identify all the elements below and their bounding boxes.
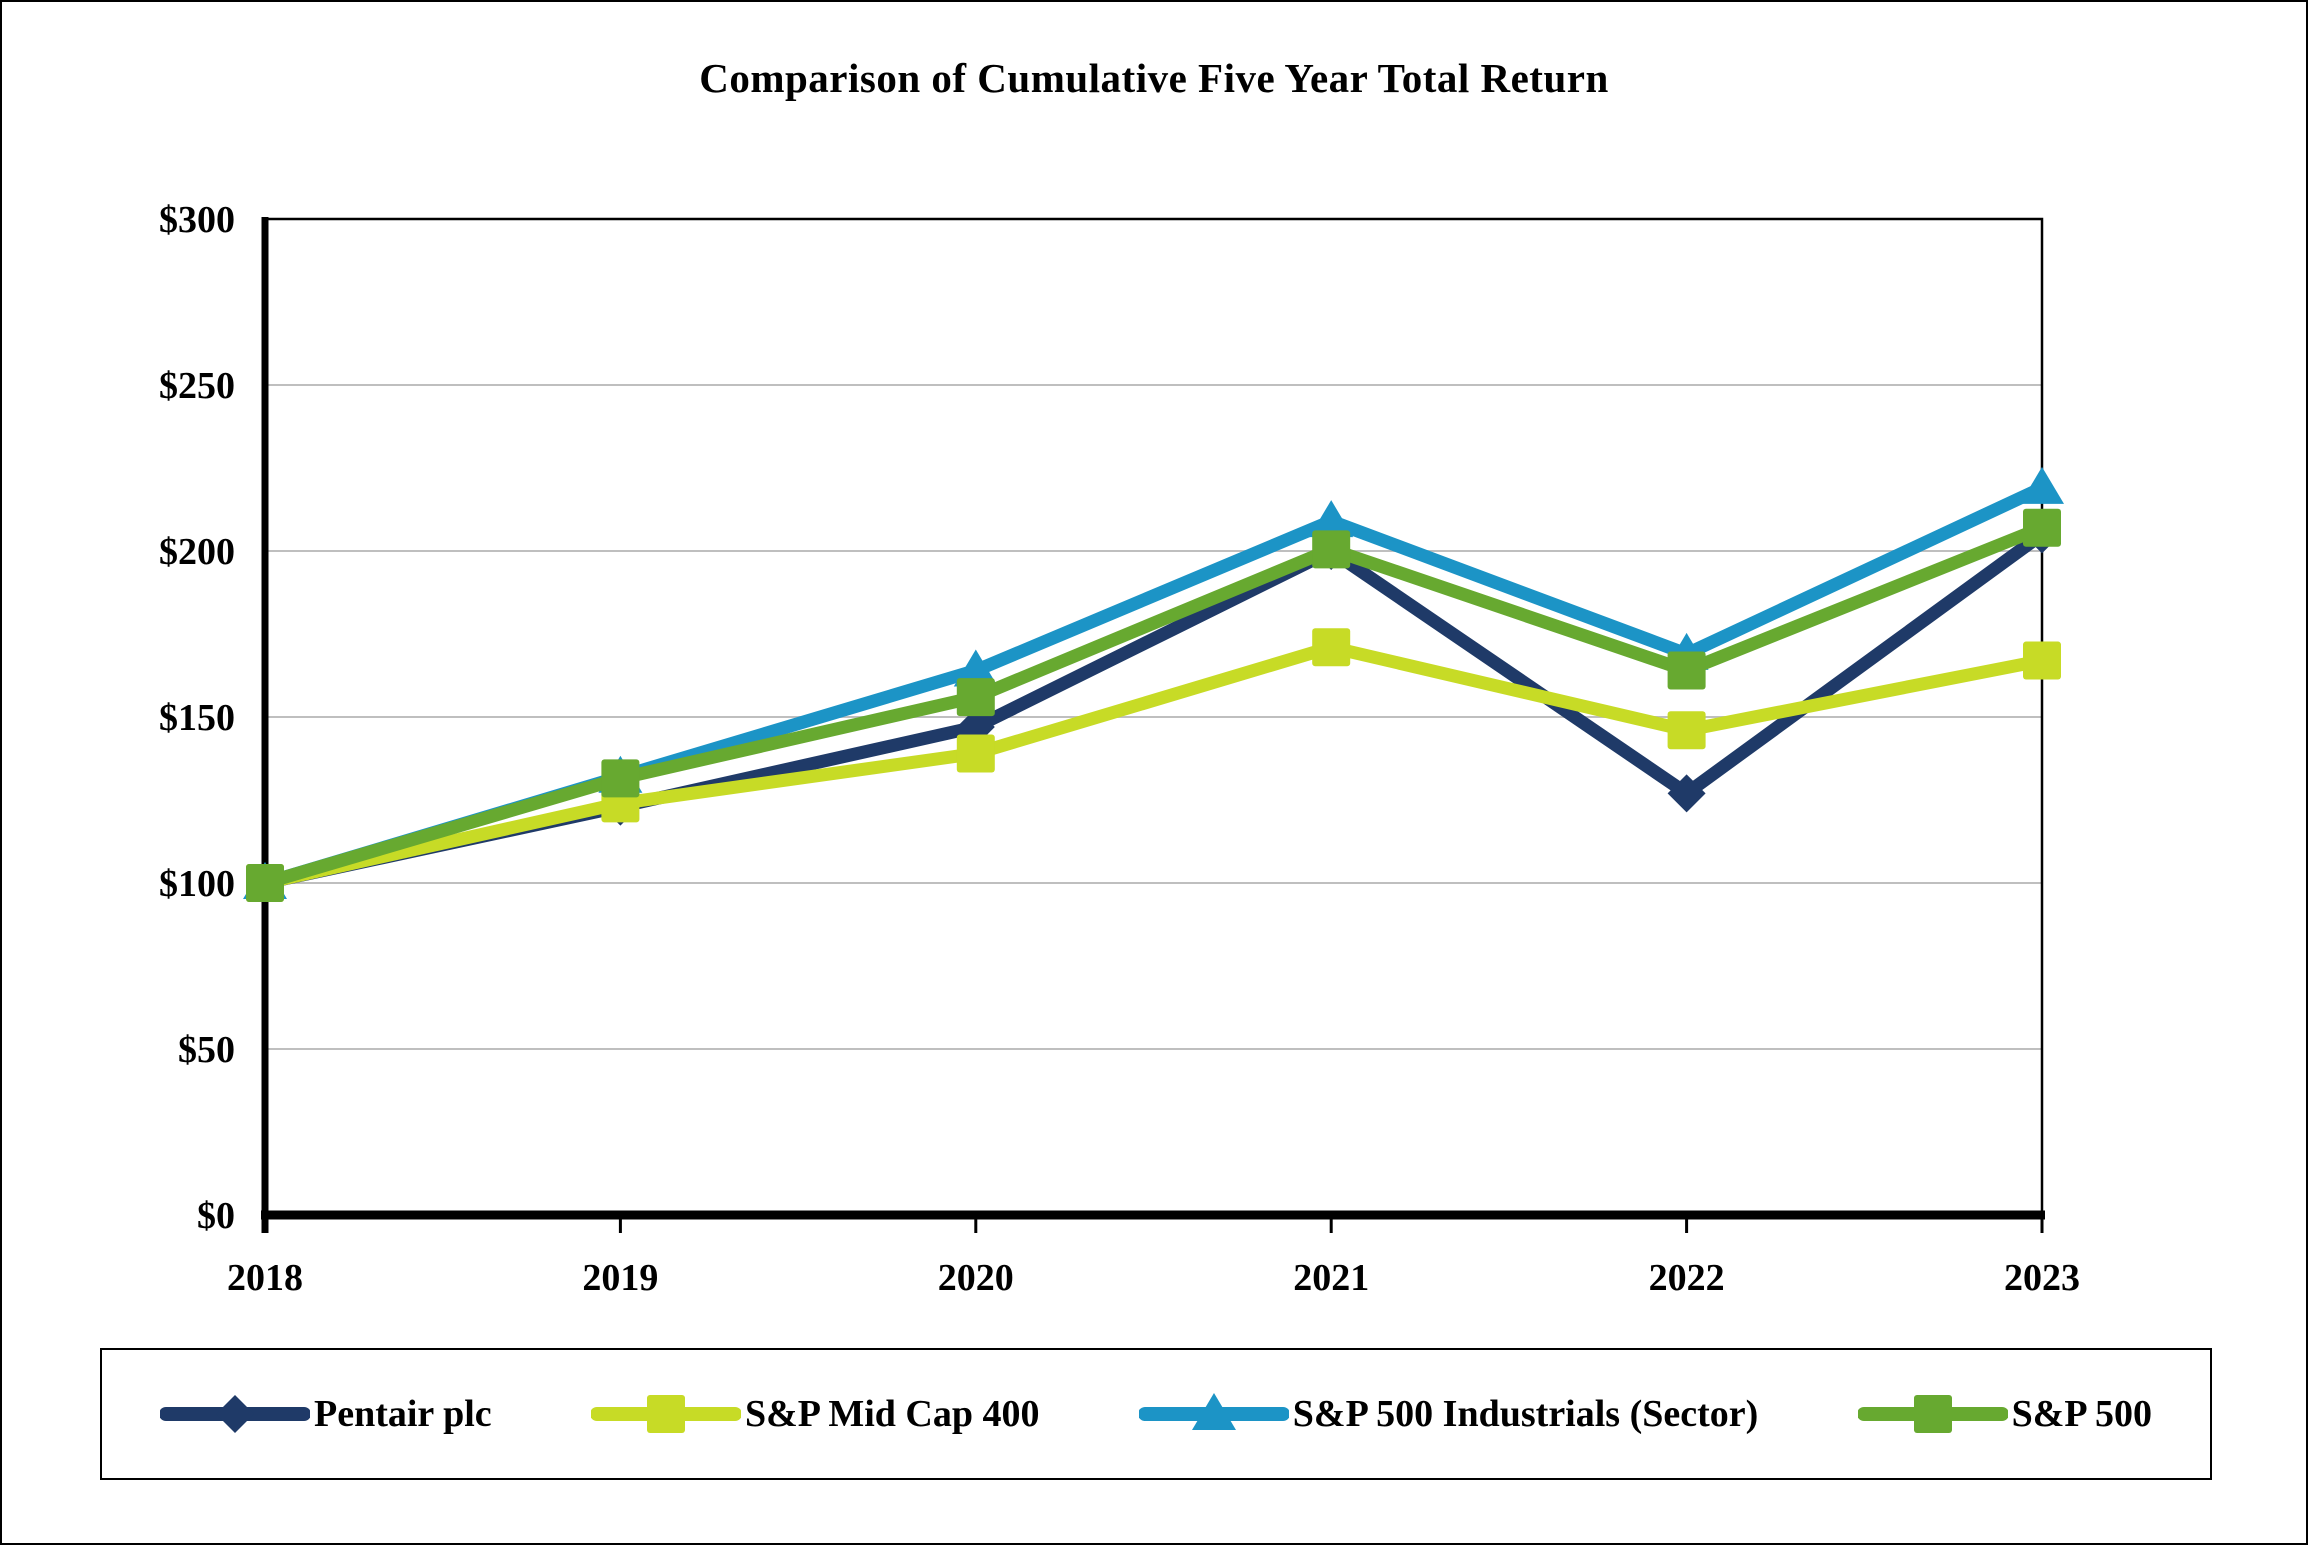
legend-swatch-triangle-icon [1138,1393,1289,1430]
data-point-s-p-mid-cap-400-2021 [1312,628,1351,667]
legend-swatch-square-icon [590,1395,741,1433]
legend-entry-sp-500: S&P 500 [1857,1390,2152,1438]
data-point-s-p-500-industrials-sector-2020 [953,649,998,687]
chart-title: Comparison of Cumulative Five Year Total… [699,55,1609,101]
x-tick-label-2022: 2022 [1649,1257,1725,1299]
data-point-s-p-500-2020 [956,678,995,717]
legend-entry-sp-500-industrials: S&P 500 Industrials (Sector) [1138,1390,1759,1438]
y-tick-label-100: $100 [159,863,235,905]
data-point-s-p-500-2019 [601,759,640,798]
series-s-p-500 [246,508,2061,902]
data-point-s-p-mid-cap-400-2020 [956,734,995,773]
data-point-s-p-500-industrials-sector-2021 [1309,500,1354,538]
legend-swatch-square-icon [1857,1395,2008,1433]
series-line-s-p-500 [258,521,2049,890]
legend-marker-pentair-plc [216,1395,254,1433]
data-point-s-p-mid-cap-400-2022 [1667,711,1706,750]
chart-legend: Pentair plc S&P Mid Cap 400 S&P 500 Indu… [100,1348,2212,1480]
data-point-s-p-500-2022 [1667,651,1706,690]
x-tick-label-2018: 2018 [227,1257,303,1299]
line-chart-canvas: 2018 2019 2020 2021 2022 2023 $0 $50 $100 $150 $20… [159,199,2080,1299]
x-tick-label-2019: 2019 [582,1257,658,1299]
series-line-s-p-mid-cap-400 [258,640,2049,890]
legend-marker-s-p-mid-cap-400 [646,1395,685,1433]
data-point-s-p-500-2021 [1312,530,1351,569]
y-tick-label-200: $200 [159,531,235,573]
legend-label: Pentair plc [314,1393,492,1435]
y-tick-label-50: $50 [178,1029,235,1071]
legend-label: S&P 500 [2011,1393,2152,1435]
data-point-s-p-500-2023 [2023,508,2061,547]
x-tick-label-2023: 2023 [2004,1257,2080,1299]
legend-entry-sp-mid-cap-400: S&P Mid Cap 400 [590,1390,1040,1438]
x-tick-label-2021: 2021 [1293,1257,1369,1299]
data-point-s-p-500-industrials-sector-2023 [2020,466,2064,504]
y-tick-label-300: $300 [159,199,235,241]
legend-label: S&P Mid Cap 400 [744,1393,1040,1435]
y-tick-label-0: $0 [197,1195,235,1237]
legend-marker-s-p-500-industrials-sector [1191,1393,1236,1430]
x-tick-label-2020: 2020 [938,1257,1014,1299]
data-point-s-p-mid-cap-400-2023 [2023,641,2061,680]
series-s-p-mid-cap-400 [246,628,2061,902]
y-tick-label-250: $250 [159,365,235,407]
legend-marker-s-p-500 [1913,1395,1952,1433]
y-tick-label-150: $150 [159,697,235,739]
legend-label: S&P 500 Industrials (Sector) [1292,1393,1759,1435]
legend-swatch-diamond-icon [160,1395,310,1433]
legend-entry-pentair-plc: Pentair plc [160,1390,492,1438]
data-point-s-p-500-2018 [246,864,284,902]
data-point-pentair-plc-2022 [1667,774,1706,813]
